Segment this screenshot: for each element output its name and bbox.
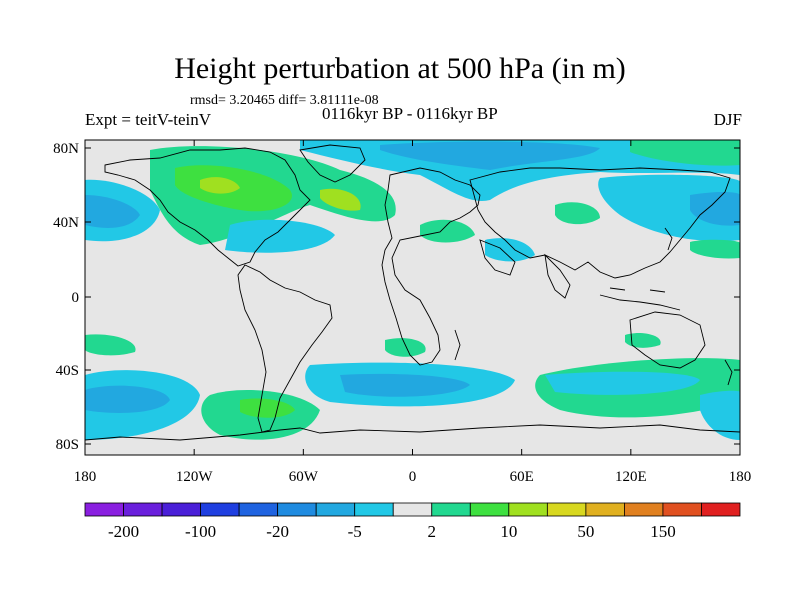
lat-tick-label: 40S (56, 363, 79, 379)
colorbar-label: 150 (650, 522, 676, 541)
period-label: 0116kyr BP - 0116kyr BP (322, 104, 498, 123)
colorbar-swatch (431, 502, 471, 517)
lon-tick-label: 180 (729, 469, 752, 485)
fill-indian-ocean-core (340, 373, 470, 397)
colorbar-label: 50 (577, 522, 594, 541)
colorbar-label: 2 (428, 522, 437, 541)
season-label: DJF (713, 110, 742, 129)
fill-arctic-core (380, 141, 600, 170)
fill-south-atlantic-positive (385, 338, 426, 357)
experiment-label: Expt = teitV-teinV (85, 110, 212, 129)
lon-tick-label: 120E (615, 469, 647, 485)
fill-europe-positive (420, 219, 475, 243)
coast-japan (664, 227, 673, 251)
colorbar-swatch (662, 502, 702, 517)
coast-asia (469, 167, 731, 279)
fill-north-america-peak (200, 177, 240, 194)
coast-europe-africa (381, 167, 481, 366)
colorbar-swatch (200, 502, 240, 517)
fill-east-asia-positive (690, 239, 740, 259)
colorbar-swatch (508, 502, 548, 517)
lat-tick-label: 0 (72, 290, 80, 306)
colorbar-swatch (161, 502, 201, 517)
map-title: Height perturbation at 500 hPa (in m) (174, 52, 626, 85)
fill-atlantic-negative (225, 219, 335, 253)
fill-south-pacific-positive (85, 334, 136, 356)
colorbar-label: -200 (108, 522, 139, 541)
colorbar-swatch (392, 502, 433, 517)
fill-north-pacific-positive (630, 140, 740, 166)
fill-south-pacific-core (85, 385, 170, 413)
colorbar-swatch (546, 502, 587, 517)
lat-tick-label: 80S (56, 437, 79, 453)
fill-southern-east-negative (700, 390, 740, 440)
stats-label: rmsd= 3.20465 diff= 3.81111e-08 (190, 93, 379, 108)
colorbar-swatch (354, 502, 394, 517)
fill-australia-positive (625, 333, 661, 348)
coast-antarctica (85, 424, 740, 441)
colorbar: -200 -100 -20 -5 2 10 50 150 (84, 502, 741, 541)
coast-australia (629, 311, 706, 369)
lon-tick-label: 120W (176, 469, 214, 485)
fill-asia-positive (555, 202, 600, 225)
fill-pacific-west-core (85, 195, 140, 228)
coastlines (85, 144, 740, 441)
coast-arabia-india (479, 239, 571, 299)
fill-mideast-negative (485, 238, 535, 262)
coast-north-america (104, 147, 311, 267)
lon-tick-label: 60E (510, 469, 534, 485)
fill-atlantic-peak (320, 188, 361, 211)
coast-indonesia (599, 287, 681, 311)
colorbar-swatch (701, 502, 741, 517)
colorbar-swatch (315, 502, 356, 517)
fill-pacific-east-core (690, 191, 740, 226)
colorbar-swatch (84, 502, 124, 517)
axis-ticks: 180 120W 60W 0 60E 120E 180 80N 40N 0 40S 80S (53, 140, 751, 485)
colorbar-label: -100 (185, 522, 216, 541)
coast-greenland (299, 144, 366, 183)
colorbar-swatch (469, 502, 510, 517)
colorbar-label: -5 (348, 522, 362, 541)
colorbar-swatch (585, 502, 625, 517)
fill-pacific-east-negative (598, 174, 740, 242)
coast-south-america (237, 264, 333, 433)
lon-tick-label: 60W (289, 469, 319, 485)
colorbar-swatch (123, 502, 163, 517)
colorbar-swatch (238, 502, 279, 517)
lat-tick-label: 40N (53, 215, 79, 231)
fill-south-indian-negative (545, 371, 700, 395)
fill-south-america-core (240, 398, 295, 418)
coast-madagascar (454, 329, 461, 361)
lon-tick-label: 180 (74, 469, 97, 485)
colorbar-label: -20 (266, 522, 289, 541)
colorbar-swatch (277, 502, 317, 517)
coast-new-zealand (724, 359, 733, 386)
lat-tick-label: 80N (53, 141, 79, 157)
contour-fills (85, 140, 740, 440)
lon-tick-label: 0 (409, 469, 417, 485)
colorbar-swatch (624, 502, 664, 517)
colorbar-label: 10 (500, 522, 517, 541)
